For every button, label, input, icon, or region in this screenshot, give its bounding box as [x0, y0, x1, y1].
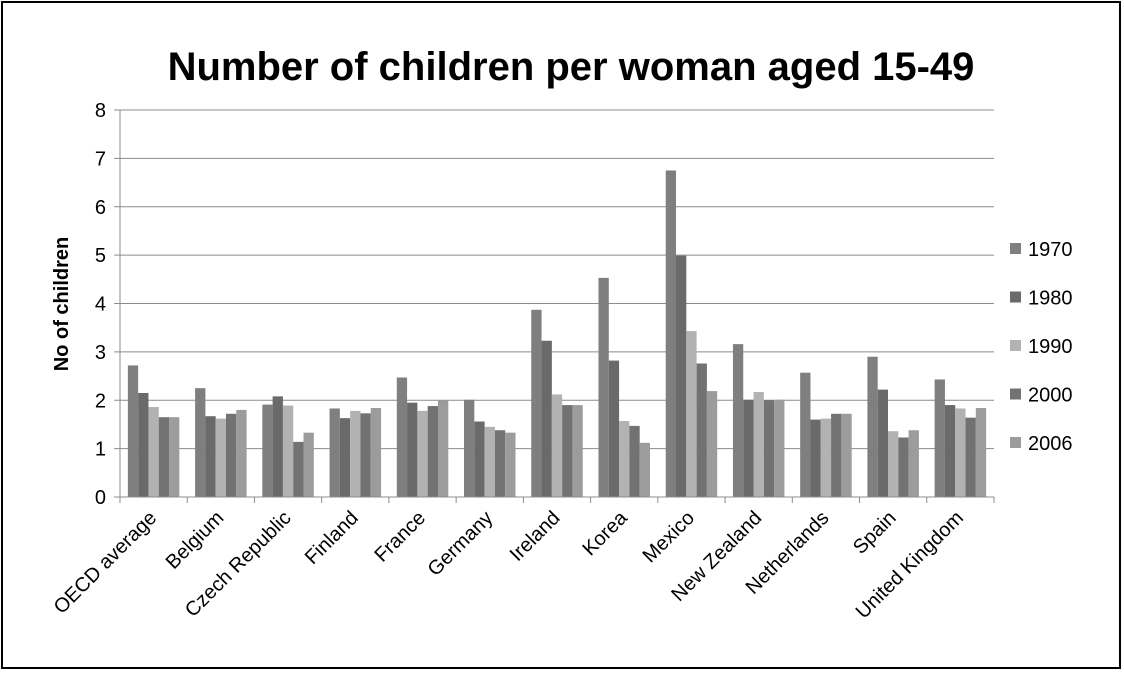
bar: [396, 377, 408, 497]
legend-swatch: [1010, 243, 1021, 254]
bar: [158, 417, 170, 497]
y-tick-label: 5: [95, 245, 106, 267]
bar: [360, 413, 371, 497]
bar: [282, 405, 294, 497]
bar: [138, 392, 149, 497]
bar: [484, 426, 495, 497]
bar: [944, 405, 956, 497]
bar: [407, 402, 418, 497]
bar: [608, 360, 620, 497]
legend-swatch: [1010, 340, 1021, 351]
bar: [619, 421, 630, 497]
legend-swatch: [1010, 291, 1021, 303]
bar: [975, 407, 987, 497]
bar: [598, 277, 609, 497]
legend-swatch: [1010, 437, 1021, 448]
bar: [494, 430, 506, 497]
bar: [148, 407, 159, 497]
bar: [888, 431, 899, 497]
bar: [272, 396, 283, 497]
bar: [427, 406, 438, 497]
bar: [877, 389, 889, 497]
bar: [686, 331, 697, 497]
bar: [696, 363, 707, 497]
bar: [763, 400, 775, 497]
legend-label: 2000: [1028, 385, 1073, 407]
bar: [841, 413, 852, 497]
bar: [262, 404, 273, 497]
legend: 1970 1980 1990 2000 2006: [1010, 239, 1073, 455]
bar: [225, 413, 237, 497]
y-tick-label: 7: [95, 148, 106, 170]
bar: [955, 408, 966, 497]
bar: [339, 418, 351, 497]
bar: [562, 405, 573, 497]
bar: [934, 379, 945, 497]
y-tick-label: 6: [95, 197, 106, 219]
bar: [350, 410, 361, 497]
bar: [551, 394, 563, 497]
bar: [800, 372, 811, 497]
legend-label: 1970: [1028, 239, 1073, 261]
bar: [908, 430, 919, 497]
bar: [774, 399, 785, 497]
legend-label: 1980: [1028, 288, 1073, 310]
bar: [293, 441, 304, 497]
bar: [541, 340, 552, 497]
y-tick-label: 0: [95, 487, 106, 509]
bar: [732, 344, 744, 497]
bar: [743, 399, 754, 497]
legend-label: 2006: [1028, 433, 1073, 455]
bar: [629, 425, 640, 497]
bar: [867, 356, 878, 497]
y-axis-label: No of children: [51, 237, 73, 371]
bar: [303, 432, 314, 497]
bar: [753, 392, 764, 497]
gridlines: [120, 109, 994, 450]
bar: [437, 400, 449, 497]
bar: [665, 170, 677, 497]
legend-swatch: [1010, 388, 1021, 400]
y-tick-label: 4: [95, 294, 106, 316]
bar: [195, 388, 206, 497]
bars: [127, 170, 987, 497]
y-tick-label: 1: [95, 439, 106, 461]
bar: [965, 417, 976, 497]
bar: [370, 407, 382, 497]
chart-title: Number of children per woman aged 15-49: [168, 45, 975, 89]
legend-label: 1990: [1028, 336, 1073, 358]
y-tick-label: 8: [95, 100, 106, 122]
bar: [820, 418, 832, 497]
bar: [417, 410, 428, 497]
bar: [464, 399, 475, 497]
bar: [236, 409, 247, 497]
bar: [831, 413, 842, 497]
bar: [169, 417, 180, 497]
bar: [127, 365, 139, 497]
bar: [215, 418, 226, 497]
bar: [810, 419, 821, 497]
bar: [706, 391, 718, 497]
bar: [505, 432, 516, 497]
y-axis-ticks: 0 1 2 3 4 5 6 7 8: [95, 100, 120, 509]
bar: [531, 309, 542, 497]
bar: [572, 405, 583, 497]
y-tick-label: 2: [95, 390, 106, 412]
bar: [898, 437, 909, 497]
bar: [676, 255, 687, 497]
x-axis: [119, 110, 995, 503]
y-tick-label: 3: [95, 342, 106, 364]
bar: [639, 442, 650, 497]
bar: [329, 408, 340, 497]
bar: [205, 416, 216, 497]
bar: [474, 421, 485, 497]
